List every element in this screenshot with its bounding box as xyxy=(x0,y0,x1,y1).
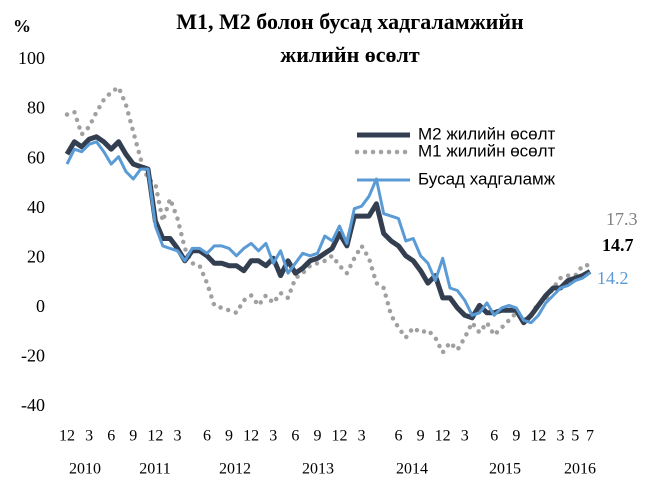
series-line xyxy=(64,83,593,357)
x-tick-label: 7 xyxy=(586,428,594,445)
series-line xyxy=(65,140,591,325)
x-tick-label: 3 xyxy=(173,428,181,445)
x-tick-label: 12 xyxy=(530,428,546,445)
y-tick-label: 40 xyxy=(27,197,45,217)
y-tick-label: -40 xyxy=(21,395,45,415)
x-tick-label: 9 xyxy=(417,428,425,445)
x-tick-label: 3 xyxy=(461,428,469,445)
end-value-label: 17.3 xyxy=(606,209,638,229)
y-tick-label: -20 xyxy=(21,346,45,366)
x-tick-label: 12 xyxy=(59,428,75,445)
x-tick-label: 12 xyxy=(435,428,451,445)
x-tick-label: 6 xyxy=(203,428,211,445)
y-tick-label: 100 xyxy=(18,48,45,68)
x-tick-label: 12 xyxy=(243,428,259,445)
x-group-label: 2016 xyxy=(564,461,596,478)
x-tick-label: 5 xyxy=(571,428,579,445)
x-tick-label: 6 xyxy=(394,428,402,445)
x-tick-label: 3 xyxy=(269,428,277,445)
x-group-label: 2012 xyxy=(219,461,251,478)
x-tick-label: 9 xyxy=(512,428,520,445)
y-tick-label: 0 xyxy=(36,296,45,316)
x-group-label: 2013 xyxy=(302,461,334,478)
end-value-label: 14.2 xyxy=(597,268,629,288)
y-tick-label: 60 xyxy=(27,147,45,167)
legend-label: M1 жилийн өсөлт xyxy=(418,141,556,160)
x-tick-label: 6 xyxy=(490,428,498,445)
x-tick-label: 9 xyxy=(313,428,321,445)
chart-title: жилийн өсөлт xyxy=(280,42,420,67)
x-tick-label: 9 xyxy=(225,428,233,445)
x-group-label: 2011 xyxy=(139,461,170,478)
y-tick-label: 20 xyxy=(27,246,45,266)
y-axis-label: % xyxy=(13,16,31,36)
x-tick-label: 12 xyxy=(332,428,348,445)
x-group-label: 2010 xyxy=(69,461,101,478)
x-tick-label: 12 xyxy=(147,428,163,445)
end-value-label: 14.7 xyxy=(602,235,634,255)
x-tick-label: 6 xyxy=(107,428,115,445)
x-tick-label: 6 xyxy=(291,428,299,445)
x-group-label: 2014 xyxy=(396,461,428,478)
x-tick-label: 3 xyxy=(358,428,366,445)
x-tick-label: 3 xyxy=(557,428,565,445)
x-tick-label: 3 xyxy=(85,428,93,445)
x-tick-label: 9 xyxy=(129,428,137,445)
chart-title: M1, M2 болон бусад хадгаламжийн xyxy=(176,9,524,34)
legend-label: Бусад хадгаламж xyxy=(418,169,556,188)
legend-label: M2 жилийн өсөлт xyxy=(418,124,556,143)
x-group-label: 2015 xyxy=(489,461,521,478)
y-tick-label: 80 xyxy=(27,98,45,118)
